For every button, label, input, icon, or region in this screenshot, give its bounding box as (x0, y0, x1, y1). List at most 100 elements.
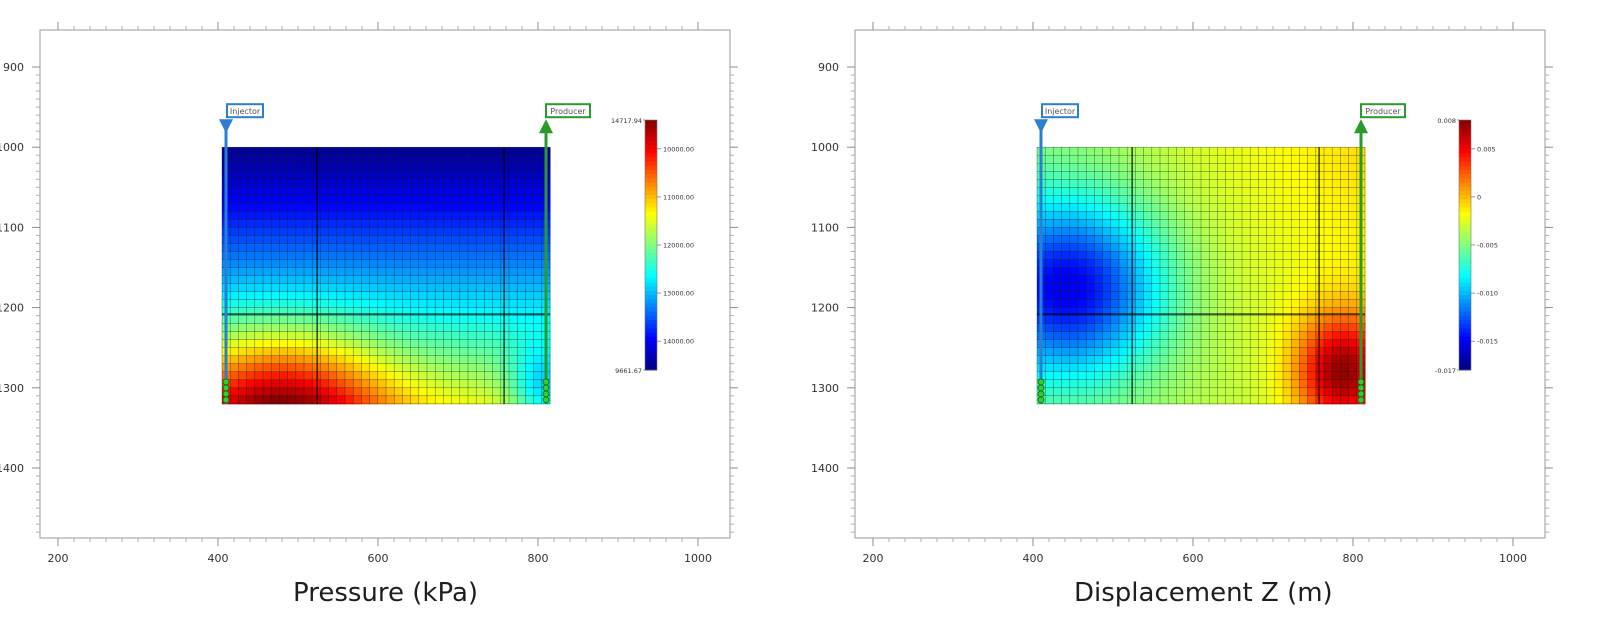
mesh-cell (451, 371, 461, 381)
mesh-cell (369, 347, 379, 357)
mesh-cell (312, 363, 321, 373)
mesh-cell (476, 259, 485, 268)
mesh-cell (1069, 171, 1079, 180)
mesh-cell (1291, 235, 1300, 244)
mesh-cell (1258, 291, 1268, 301)
mesh-cell (1201, 251, 1210, 260)
mesh-cell (1274, 267, 1284, 277)
mesh-cell (287, 219, 297, 228)
mesh-cell (320, 219, 330, 228)
mesh-cell (484, 147, 494, 156)
colorbar-segment (645, 278, 657, 283)
mesh-cell (1110, 387, 1120, 397)
mesh-cell (1266, 267, 1276, 277)
mesh-cell (509, 299, 518, 309)
mesh-cell (1291, 147, 1300, 156)
mesh-cell (1266, 259, 1276, 268)
mesh-cell (468, 347, 477, 357)
mesh-cell (410, 387, 420, 397)
mesh-cell (312, 307, 321, 317)
mesh-cell (271, 371, 280, 381)
mesh-cell (533, 195, 543, 204)
mesh-cell (443, 395, 453, 405)
mesh-cell (1250, 179, 1259, 188)
mesh-cell (1209, 283, 1218, 293)
mesh-cell (1078, 235, 1087, 244)
mesh-cell (230, 147, 239, 156)
mesh-cell (1315, 331, 1325, 341)
mesh-cell (1340, 315, 1350, 325)
mesh-cell (435, 323, 444, 333)
mesh-cell (427, 347, 436, 357)
mesh-cell (1201, 243, 1210, 252)
mesh-cell (1135, 179, 1145, 188)
mesh-cell (525, 251, 535, 260)
mesh-cell (1053, 307, 1063, 317)
mesh-cell (1127, 275, 1136, 285)
mesh-cell (336, 275, 346, 285)
mesh-cell (1061, 147, 1071, 156)
mesh-cell (279, 307, 289, 317)
mesh-cell (517, 355, 526, 365)
mesh-cell (402, 339, 412, 349)
mesh-cell (1283, 379, 1292, 389)
colorbar-segment (645, 149, 657, 154)
mesh-cell (345, 203, 354, 212)
mesh-cell (1217, 251, 1227, 260)
mesh-cell (443, 243, 453, 252)
mesh-cell (394, 283, 403, 293)
mesh-cell (1250, 203, 1259, 212)
producer-arrow-icon (539, 119, 553, 134)
mesh-cell (427, 323, 436, 333)
mesh-cell (1094, 259, 1104, 268)
mesh-cell (377, 275, 387, 285)
mesh-cell (1324, 275, 1333, 285)
mesh-cell (509, 179, 518, 188)
mesh-cell (476, 211, 485, 220)
mesh-cell (238, 347, 248, 357)
mesh-cell (1102, 363, 1112, 373)
mesh-cell (238, 371, 248, 381)
mesh-cell (1160, 291, 1169, 301)
mesh-cell (361, 227, 371, 236)
mesh-cell (353, 307, 362, 317)
mesh-cell (369, 179, 379, 188)
mesh-cell (1332, 187, 1341, 196)
mesh-cell (451, 235, 461, 244)
mesh-cell (230, 219, 239, 228)
mesh-cell (525, 323, 535, 333)
mesh-cell (1258, 171, 1268, 180)
mesh-cell (427, 307, 436, 317)
mesh-cell (377, 371, 387, 381)
mesh-cell (1119, 219, 1128, 228)
mesh-cell (1069, 315, 1079, 325)
mesh-cell (1168, 171, 1177, 180)
mesh-cell (386, 323, 395, 333)
colorbar-segment (1459, 199, 1471, 204)
mesh-cell (1332, 291, 1341, 301)
mesh-cell (1078, 331, 1087, 341)
mesh-cell (279, 163, 289, 172)
mesh-cell (246, 187, 256, 196)
mesh-cell (320, 251, 330, 260)
mesh-cell (1160, 171, 1169, 180)
mesh-cell (369, 331, 379, 341)
mesh-cell (1069, 259, 1079, 268)
mesh-cell (476, 251, 485, 260)
mesh-cell (1110, 363, 1120, 373)
mesh-cell (304, 251, 313, 260)
mesh-cell (1324, 347, 1333, 357)
mesh-cell (1086, 187, 1095, 196)
mesh-cell (1266, 331, 1276, 341)
mesh-cell (443, 299, 453, 309)
mesh-cell (525, 187, 535, 196)
mesh-cell (377, 307, 387, 317)
mesh-cell (402, 179, 412, 188)
mesh-cell (230, 235, 239, 244)
mesh-cell (1291, 187, 1300, 196)
mesh-cell (1291, 227, 1300, 236)
mesh-cell (1324, 235, 1333, 244)
mesh-cell (295, 347, 305, 357)
mesh-cell (1184, 163, 1194, 172)
mesh-cell (509, 307, 518, 317)
